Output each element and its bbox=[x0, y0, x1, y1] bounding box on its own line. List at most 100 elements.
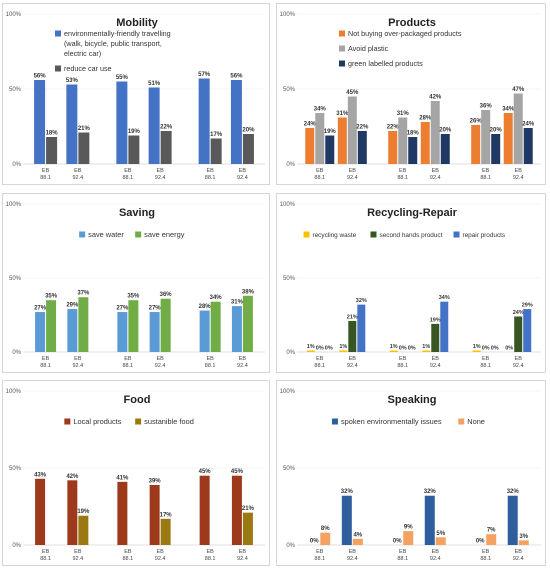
bar-environmentally-friendly-travelling-walk bbox=[198, 78, 210, 164]
data-label: 35% bbox=[127, 294, 140, 300]
y-tick-label: 0% bbox=[12, 162, 21, 168]
data-label: 19% bbox=[77, 509, 90, 515]
bar-avoid-plastic bbox=[347, 96, 357, 164]
bar-local-products bbox=[117, 481, 128, 545]
legend-swatch bbox=[135, 418, 142, 425]
y-tick-label: 50% bbox=[283, 87, 296, 93]
x-tick-label: EB 88.1 bbox=[205, 549, 216, 562]
data-label: 3% bbox=[519, 534, 528, 540]
legend-swatch bbox=[339, 60, 345, 67]
legend-label: green labelled products bbox=[348, 59, 423, 68]
y-tick-label: 50% bbox=[9, 87, 22, 93]
bar-save-water bbox=[231, 306, 242, 352]
legend-swatch bbox=[339, 45, 345, 52]
bar-not-buying-over-packaged-products bbox=[420, 122, 430, 164]
bar-reduce-car-use bbox=[160, 131, 172, 164]
legend-swatch bbox=[303, 231, 310, 238]
data-label: 22% bbox=[387, 125, 400, 131]
bar-second-hands-product bbox=[431, 323, 440, 352]
legend-swatch bbox=[64, 418, 71, 425]
legend-label: save energy bbox=[144, 230, 185, 239]
x-tick-label: EB 92.4 bbox=[513, 356, 524, 369]
data-label: 42% bbox=[66, 474, 79, 480]
data-label: 19% bbox=[128, 129, 141, 135]
chart-title: Products bbox=[388, 17, 436, 29]
bar-recycling-waste bbox=[472, 350, 481, 352]
data-label: 36% bbox=[480, 104, 493, 110]
x-tick-label: EB 88.1 bbox=[314, 549, 325, 562]
data-label: 21% bbox=[78, 126, 91, 132]
data-label: 17% bbox=[160, 512, 173, 518]
x-tick-label: EB 92.4 bbox=[347, 356, 358, 369]
bar-environmentally-friendly-travelling-walk bbox=[66, 84, 78, 164]
data-label: 22% bbox=[160, 125, 173, 131]
bar-reduce-car-use bbox=[210, 138, 222, 164]
bar-recycling-waste bbox=[422, 350, 431, 352]
bar-none bbox=[320, 532, 331, 545]
x-tick-label: EB 88.1 bbox=[40, 356, 51, 369]
y-tick-label: 100% bbox=[280, 12, 296, 18]
data-label: 1% bbox=[390, 344, 398, 350]
legend-label: second hands product bbox=[380, 232, 443, 239]
data-label: 20% bbox=[490, 128, 503, 134]
data-label: 24% bbox=[304, 122, 317, 128]
data-label: 17% bbox=[210, 132, 223, 138]
x-tick-label: EB 88.1 bbox=[123, 549, 134, 562]
chart-svg: Products 0% 50% 100% 24% 31% 22% 28% 26% 34% 34% 45… bbox=[280, 12, 541, 181]
legend-label: recycling waste bbox=[313, 232, 357, 239]
x-tick-label: EB 88.1 bbox=[123, 356, 134, 369]
data-label: 28% bbox=[419, 116, 432, 122]
chart-panel-speaking: Speaking 0% 50% 100% 0% 32% 0% 32% 0% 32% 8% 4% 9% 5%… bbox=[276, 380, 546, 566]
bar-environmentally-friendly-travelling-walk bbox=[230, 80, 242, 164]
data-label: 32% bbox=[356, 298, 367, 304]
data-label: 27% bbox=[116, 306, 129, 312]
x-tick-label: EB 92.4 bbox=[72, 549, 83, 562]
data-label: 45% bbox=[346, 90, 359, 96]
legend-label: save water bbox=[88, 230, 124, 239]
x-tick-label: EB 92.4 bbox=[155, 549, 166, 562]
bar-save-energy bbox=[78, 297, 89, 352]
legend-label: Avoid plastic bbox=[348, 44, 389, 53]
bar-local-products bbox=[199, 475, 210, 545]
bar-repair-products bbox=[523, 309, 532, 352]
bar-avoid-plastic bbox=[398, 117, 408, 164]
chart-title: Recycling-Repair bbox=[367, 207, 458, 219]
data-label: 56% bbox=[230, 74, 243, 80]
data-label: 35% bbox=[45, 294, 58, 300]
y-tick-label: 100% bbox=[6, 12, 22, 18]
chart-title: Food bbox=[124, 394, 151, 406]
legend-label: Not buying over-packaged products bbox=[348, 29, 462, 38]
bar-recycling-waste bbox=[306, 350, 315, 352]
data-label: 20% bbox=[242, 128, 255, 134]
data-label: 32% bbox=[424, 489, 437, 495]
y-tick-label: 50% bbox=[283, 466, 296, 472]
bar-local-products bbox=[67, 480, 78, 545]
chart-svg: Speaking 0% 50% 100% 0% 32% 0% 32% 0% 32% 8% 4% 9% 5%… bbox=[280, 389, 541, 562]
legend-label: repair products bbox=[463, 232, 506, 239]
bar-not-buying-over-packaged-products bbox=[471, 125, 481, 164]
bar-green-labelled-products bbox=[491, 134, 501, 164]
legend-swatch bbox=[79, 231, 86, 238]
data-label: 37% bbox=[77, 291, 90, 297]
x-tick-label: EB 92.4 bbox=[155, 168, 166, 181]
bar-green-labelled-products bbox=[325, 135, 335, 164]
bar-none bbox=[518, 540, 529, 545]
data-label: 31% bbox=[397, 111, 410, 117]
data-label: 0% bbox=[505, 346, 513, 352]
data-label: 1% bbox=[422, 344, 430, 350]
x-tick-label: EB 88.1 bbox=[123, 168, 134, 181]
data-label: 21% bbox=[242, 506, 255, 512]
bar-save-water bbox=[117, 312, 128, 352]
x-tick-label: EB 88.1 bbox=[397, 356, 408, 369]
bar-spoken-environmentally-issues bbox=[341, 495, 352, 545]
bar-save-water bbox=[149, 312, 160, 352]
data-label: 47% bbox=[512, 87, 525, 93]
chart-panel-mobility: Mobility 0% 50% 100% 56% 53% 55% 51% 57% 56% 18% 21… bbox=[2, 3, 270, 185]
bar-save-energy bbox=[242, 295, 253, 352]
data-label: 51% bbox=[148, 81, 161, 87]
bar-not-buying-over-packaged-products bbox=[503, 113, 513, 164]
legend: recycling waste second hands product repai… bbox=[303, 231, 506, 239]
bar-repair-products bbox=[440, 301, 449, 352]
data-label: 18% bbox=[46, 131, 59, 137]
data-label: 32% bbox=[341, 489, 354, 495]
